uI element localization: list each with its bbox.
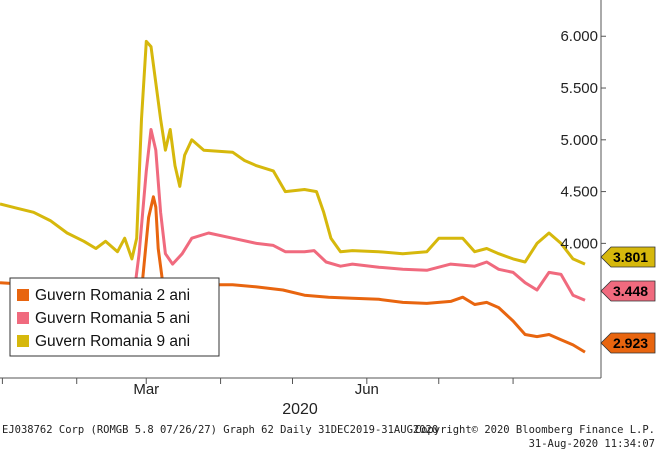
y-tick-label: 6.000 <box>560 28 598 45</box>
legend-swatch-9y <box>17 335 29 347</box>
legend-label-9y: Guvern Romania 9 ani <box>35 333 190 350</box>
last-value-badge-5y: 3.448 <box>600 280 656 302</box>
badge-shape-2y <box>600 332 656 354</box>
footer-copyright: Copyright© 2020 Bloomberg Finance L.P. <box>415 424 655 436</box>
x-tick-label: Mar <box>133 381 159 398</box>
legend-label-2y: Guvern Romania 2 ani <box>35 287 190 304</box>
badge-shape-5y <box>600 280 656 302</box>
badge-value-5y: 3.448 <box>613 283 648 299</box>
badge-value-9y: 3.801 <box>613 249 648 265</box>
legend-entry-5y: Guvern Romania 5 ani <box>17 310 190 327</box>
legend-swatch-5y <box>17 312 29 324</box>
series-line-2 <box>109 128 586 344</box>
y-tick-label: 5.000 <box>560 132 598 149</box>
x-axis-label: 2020 <box>282 401 318 418</box>
y-axis-ticks: 4.000 4.500 5.000 5.500 6.000 <box>560 28 606 252</box>
badge-value-2y: 2.923 <box>613 335 648 351</box>
legend-entry-9y: Guvern Romania 9 ani <box>17 333 190 350</box>
x-tick-label: Jun <box>355 381 379 398</box>
legend: Guvern Romania 2 ani Guvern Romania 5 an… <box>9 277 220 357</box>
legend-swatch-2y <box>17 289 29 301</box>
footer-source: EJ038762 Corp (ROMGB 5.8 07/26/27) Graph… <box>2 424 438 436</box>
y-tick-label: 4.500 <box>560 184 598 201</box>
legend-box <box>9 277 220 357</box>
x-axis-ticks: Mar Jun <box>1 378 514 398</box>
last-value-badge-2y: 2.923 <box>600 332 656 354</box>
footer-timestamp: 31-Aug-2020 11:34:07 <box>529 438 655 450</box>
y-tick-label: 5.500 <box>560 80 598 97</box>
last-value-badge-9y: 3.801 <box>600 246 656 268</box>
y-tick-label: 4.000 <box>560 235 598 252</box>
series-line-3 <box>0 39 586 266</box>
legend-label-5y: Guvern Romania 5 ani <box>35 310 190 327</box>
legend-entry-2y: Guvern Romania 2 ani <box>17 287 190 304</box>
badge-shape-9y <box>600 246 656 268</box>
